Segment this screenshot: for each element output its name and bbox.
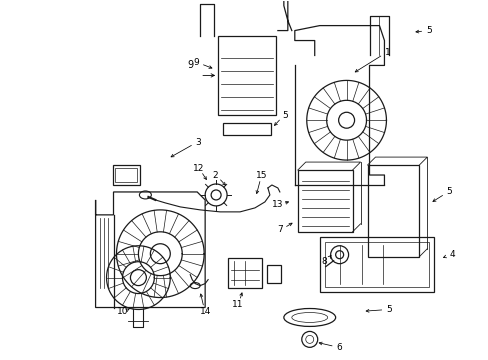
Text: 2: 2: [212, 171, 218, 180]
Bar: [367, 165, 419, 257]
Text: 5: 5: [282, 111, 287, 120]
Text: 8: 8: [321, 257, 327, 266]
Text: 3: 3: [195, 138, 201, 147]
Bar: [227, 258, 262, 288]
Bar: [112, 165, 140, 185]
Text: 9: 9: [193, 58, 199, 67]
Text: 6: 6: [336, 343, 342, 352]
Bar: [297, 170, 352, 232]
Text: 10: 10: [117, 307, 128, 316]
Text: 11: 11: [232, 300, 244, 309]
Bar: [223, 123, 270, 135]
Text: 9: 9: [187, 60, 193, 71]
Text: 4: 4: [448, 250, 454, 259]
Bar: [115, 168, 137, 182]
Text: 5: 5: [426, 26, 431, 35]
Bar: [218, 36, 275, 115]
Bar: [266, 265, 280, 283]
Text: 1: 1: [384, 48, 389, 57]
Text: 5: 5: [386, 305, 391, 314]
Text: 13: 13: [271, 201, 283, 210]
Text: 15: 15: [256, 171, 267, 180]
Bar: [319, 237, 433, 292]
Bar: [324, 242, 428, 287]
Text: 12: 12: [192, 163, 203, 172]
Text: 14: 14: [199, 307, 210, 316]
Text: 5: 5: [446, 188, 451, 197]
Text: 7: 7: [276, 225, 282, 234]
